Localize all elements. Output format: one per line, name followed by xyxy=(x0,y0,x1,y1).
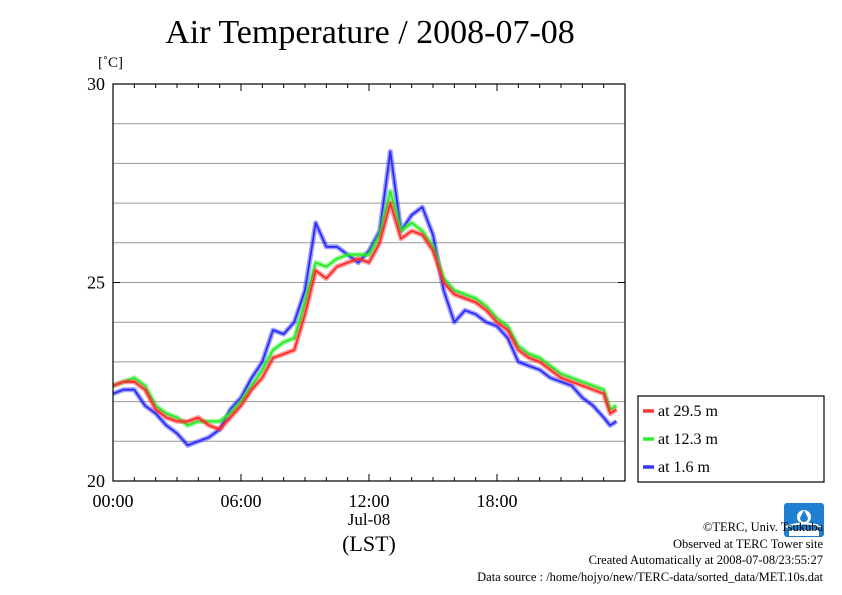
series-halo xyxy=(112,200,618,432)
credits-block: ©TERC, Univ. Tsukuba Observed at TERC To… xyxy=(477,519,823,585)
series-line xyxy=(112,190,617,427)
created-text: Created Automatically at 2008-07-08/23:5… xyxy=(588,553,823,567)
series-lines xyxy=(112,149,618,448)
chart-title: Air Temperature / 2008-07-08 xyxy=(165,14,575,51)
copyright-text: ©TERC, Univ. Tsukuba xyxy=(702,520,823,534)
x-axis-unit-label: (LST) xyxy=(342,531,396,556)
x-tick-label: 18:00 xyxy=(476,491,517,511)
legend-label: at 12.3 m xyxy=(658,431,719,448)
terc-logo-icon xyxy=(784,503,824,537)
series-line xyxy=(112,202,617,431)
x-tick-label: 00:00 xyxy=(92,491,133,511)
y-tick-label: 25 xyxy=(87,273,105,293)
axis-ticks: 20 25 30 00:00 06:00 12:00 18:00 xyxy=(87,74,626,511)
y-tick-label: 30 xyxy=(87,74,105,94)
x-tick-label: 06:00 xyxy=(220,491,261,511)
legend-label: at 29.5 m xyxy=(658,403,719,420)
y-tick-label: 20 xyxy=(87,471,105,491)
grid-lines xyxy=(113,123,625,442)
series-halo xyxy=(112,188,618,428)
data-source-text: Data source : /home/hojyo/new/TERC-data/… xyxy=(477,569,823,584)
x-axis-date-label: Jul-08 xyxy=(347,510,391,529)
legend-label: at 1.6 m xyxy=(658,459,711,476)
y-axis-unit-label: [˚C] xyxy=(98,55,123,71)
series-line xyxy=(112,150,617,447)
legend-box xyxy=(637,395,825,483)
site-text: Observed at TERC Tower site xyxy=(672,536,823,551)
legend: at 29.5 m at 12.3 m at 1.6 m xyxy=(637,395,825,483)
x-tick-label: 12:00 xyxy=(348,491,389,511)
